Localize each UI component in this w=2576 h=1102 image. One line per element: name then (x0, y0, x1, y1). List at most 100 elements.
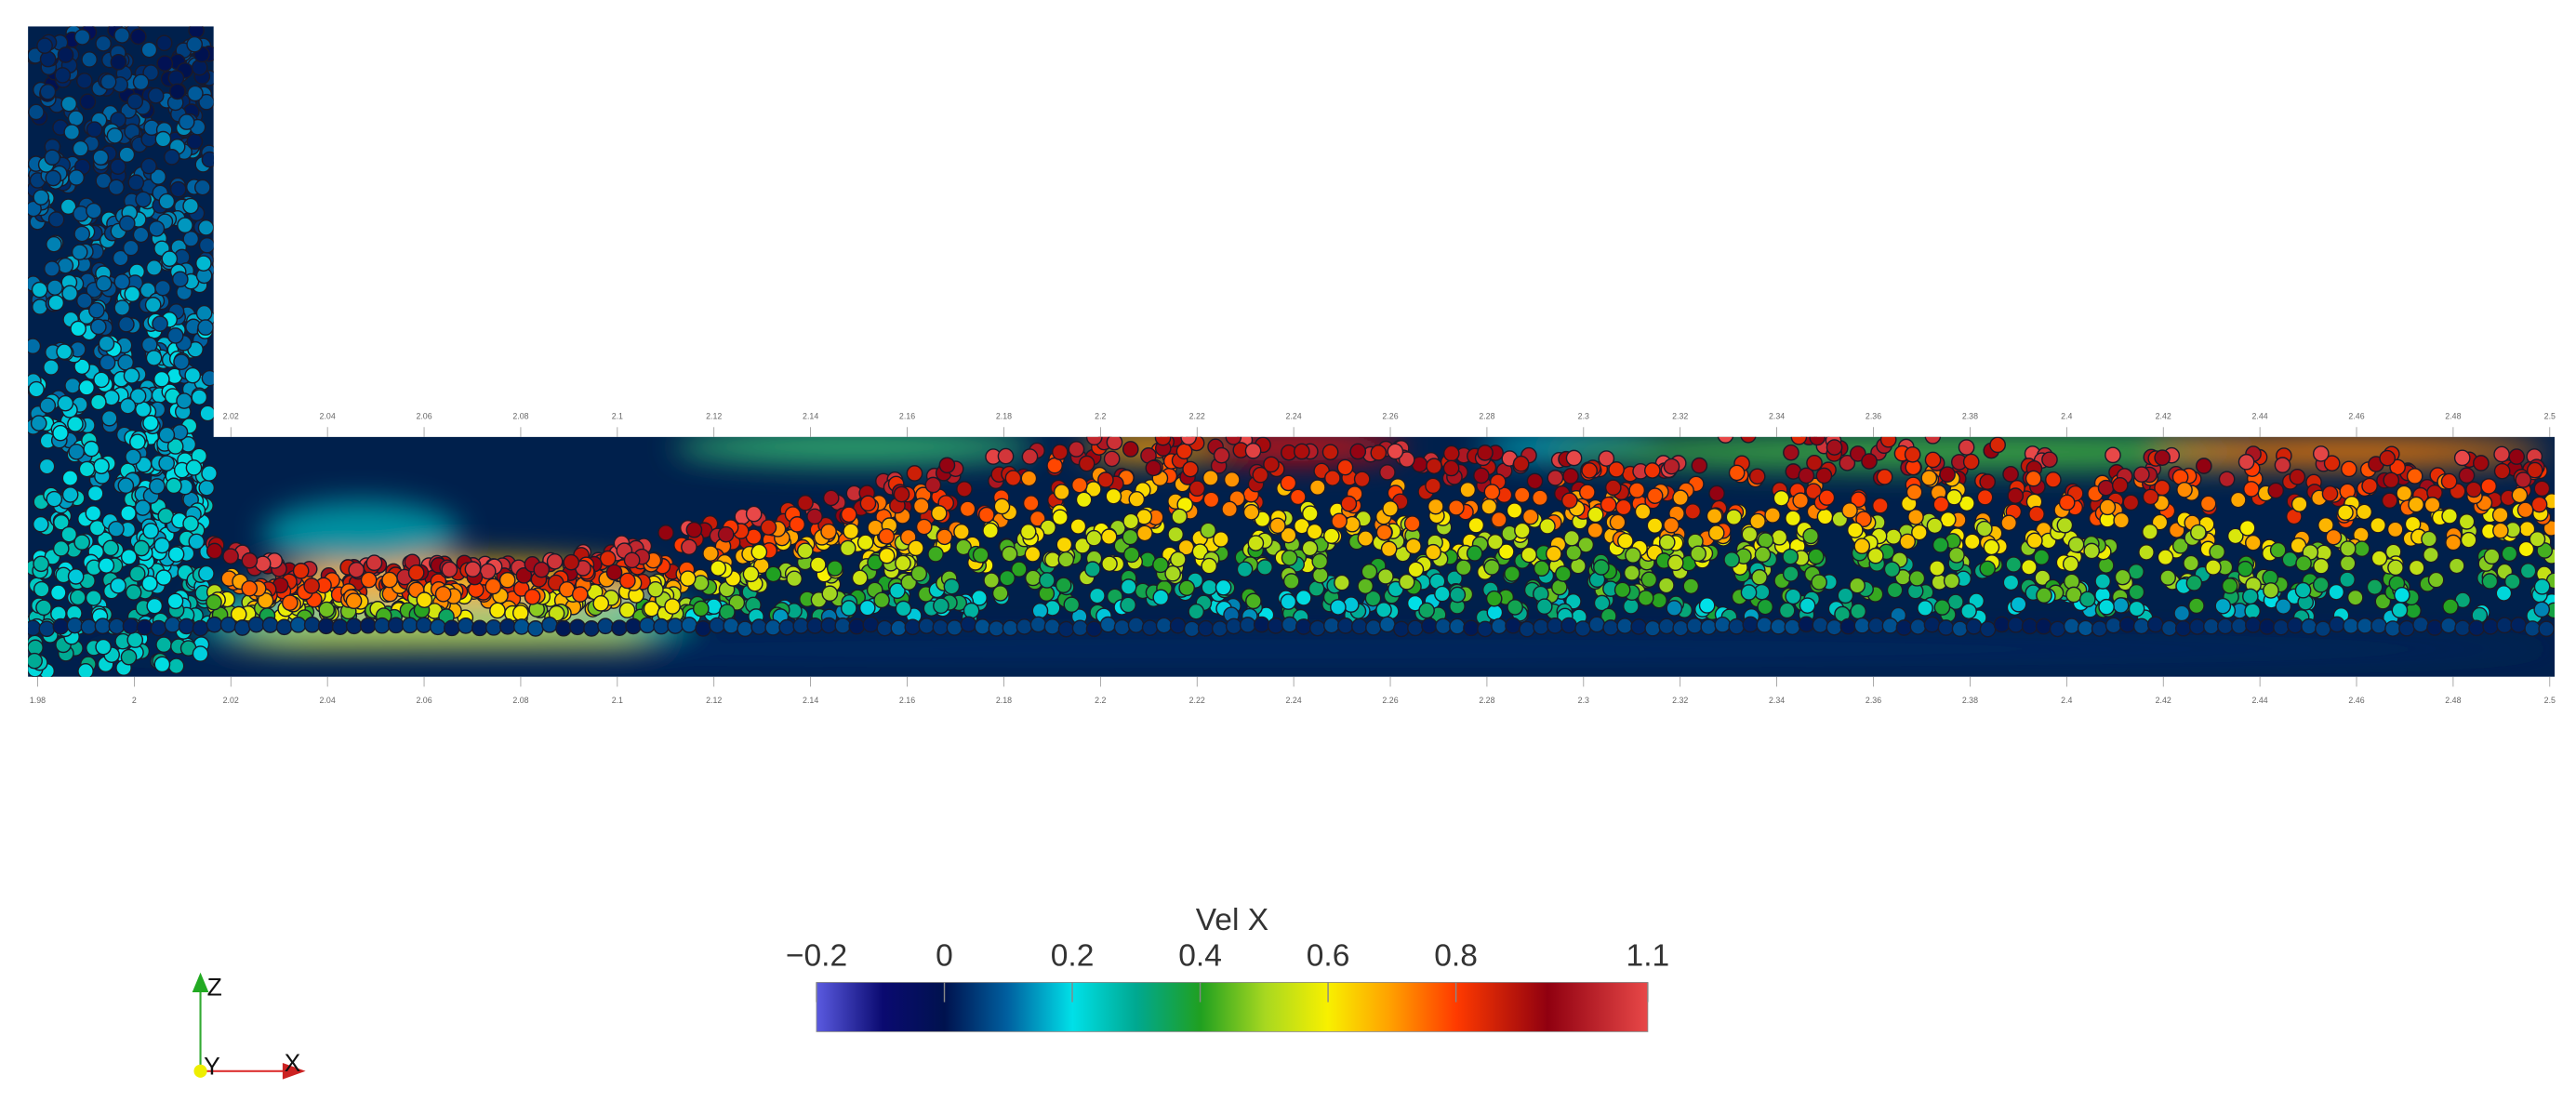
particle (851, 569, 869, 587)
particle (39, 397, 57, 414)
particle (1021, 448, 1039, 465)
ruler-label: 2.48 (2445, 696, 2461, 705)
particle (1960, 603, 1977, 619)
particle (1069, 518, 1087, 535)
particle (182, 515, 199, 533)
particle (1818, 489, 1836, 506)
particle (206, 593, 222, 611)
particle (1929, 560, 1945, 577)
particle (702, 545, 719, 562)
ruler-label: 2.3 (1578, 696, 1589, 705)
particle (839, 539, 856, 557)
particle (1651, 591, 1667, 609)
particle (1872, 497, 1889, 514)
particle (2105, 446, 2121, 464)
particle (2287, 617, 2304, 634)
particle (1407, 619, 1424, 637)
particle (199, 405, 217, 422)
particle (2384, 620, 2401, 637)
ruler-label: 2.36 (1866, 411, 1881, 420)
particle (1547, 617, 1563, 634)
particle (154, 130, 172, 148)
particle (86, 485, 104, 502)
particle (856, 534, 874, 551)
particle (792, 617, 810, 634)
particle (2519, 563, 2537, 579)
particle (387, 617, 405, 634)
particle (81, 51, 98, 68)
particle (1773, 489, 1790, 507)
particle (1295, 618, 1312, 635)
particle (110, 577, 126, 594)
particle (192, 645, 209, 662)
particle (98, 557, 115, 574)
particle (1122, 512, 1139, 530)
particle (28, 619, 42, 637)
particle (1717, 427, 1734, 444)
particle (134, 499, 152, 516)
particle (1449, 586, 1467, 604)
particle (1690, 545, 1706, 563)
particle (150, 619, 167, 637)
particle (2196, 458, 2212, 474)
particle (73, 225, 91, 243)
particle (959, 500, 976, 518)
particle (1435, 617, 1452, 635)
particle (1983, 538, 2000, 556)
particle (563, 553, 580, 571)
particle (2094, 573, 2112, 590)
particle (187, 85, 204, 102)
particle (458, 617, 474, 634)
ruler-label: 2.02 (223, 696, 239, 705)
particle (1120, 578, 1137, 595)
colorbar (816, 981, 1649, 1032)
particle (904, 618, 922, 636)
particle (2142, 488, 2159, 506)
particle (1989, 436, 2006, 454)
triad-label: Z (207, 974, 222, 1002)
particle (717, 525, 735, 543)
particle (878, 527, 896, 545)
particle (155, 569, 172, 586)
particle (1630, 618, 1647, 635)
particle (92, 149, 110, 166)
particle (1407, 561, 1425, 578)
particle (1588, 616, 1605, 633)
ruler-label: 2.46 (2348, 411, 2364, 420)
particle (541, 616, 558, 633)
particle (1152, 589, 1170, 606)
particle (2209, 543, 2225, 561)
particle (737, 620, 753, 638)
particle (85, 590, 102, 606)
particle (99, 354, 116, 371)
particle (1782, 565, 1799, 582)
particle (625, 617, 642, 635)
particle (764, 618, 782, 636)
particle (1658, 534, 1676, 551)
particle (834, 617, 852, 634)
triad-label: X (285, 1049, 301, 1077)
particle (1267, 617, 1284, 634)
particle (303, 616, 321, 633)
particle (108, 520, 125, 538)
particle (555, 619, 572, 637)
particle (43, 359, 60, 376)
particle (910, 564, 928, 582)
particle (126, 93, 144, 110)
particle (135, 191, 152, 208)
particle (150, 168, 166, 185)
particle (895, 600, 912, 617)
particle (2111, 477, 2129, 494)
particle (1105, 487, 1122, 505)
ruler-label: 2.08 (512, 696, 528, 705)
particle (843, 523, 859, 540)
particle (1809, 429, 1826, 446)
particle (2028, 505, 2045, 523)
particle (163, 149, 180, 166)
particle (1867, 617, 1885, 634)
particle (1321, 444, 1339, 460)
particle (1924, 451, 1942, 469)
particle (1053, 484, 1070, 500)
particle (1308, 619, 1326, 637)
particle (1068, 441, 1085, 458)
